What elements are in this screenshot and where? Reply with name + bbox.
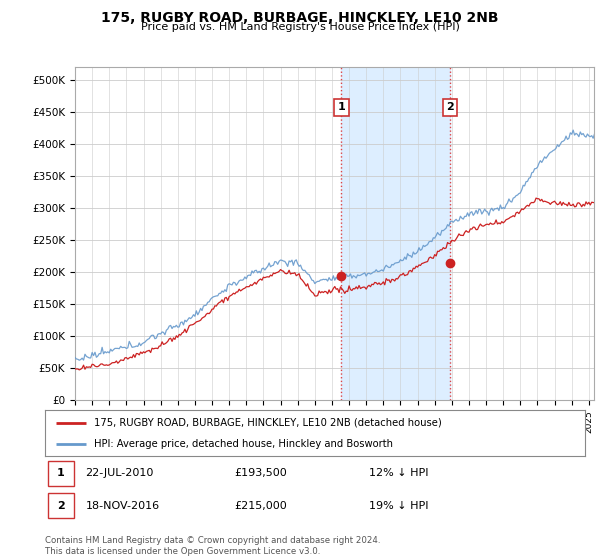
Text: 19% ↓ HPI: 19% ↓ HPI <box>369 501 428 511</box>
Text: 18-NOV-2016: 18-NOV-2016 <box>86 501 160 511</box>
Text: 2: 2 <box>446 102 454 112</box>
Text: £193,500: £193,500 <box>234 468 287 478</box>
Text: 1: 1 <box>57 468 65 478</box>
FancyBboxPatch shape <box>48 461 74 486</box>
Text: 2: 2 <box>57 501 65 511</box>
Text: Contains HM Land Registry data © Crown copyright and database right 2024.
This d: Contains HM Land Registry data © Crown c… <box>45 536 380 556</box>
Text: 12% ↓ HPI: 12% ↓ HPI <box>369 468 428 478</box>
Bar <box>341 67 450 400</box>
Text: HPI: Average price, detached house, Hinckley and Bosworth: HPI: Average price, detached house, Hinc… <box>94 439 392 449</box>
Text: £215,000: £215,000 <box>234 501 287 511</box>
Text: Price paid vs. HM Land Registry's House Price Index (HPI): Price paid vs. HM Land Registry's House … <box>140 22 460 32</box>
Text: 175, RUGBY ROAD, BURBAGE, HINCKLEY, LE10 2NB: 175, RUGBY ROAD, BURBAGE, HINCKLEY, LE10… <box>101 11 499 25</box>
Text: 1: 1 <box>337 102 345 112</box>
FancyBboxPatch shape <box>48 493 74 518</box>
Text: 175, RUGBY ROAD, BURBAGE, HINCKLEY, LE10 2NB (detached house): 175, RUGBY ROAD, BURBAGE, HINCKLEY, LE10… <box>94 418 442 428</box>
Text: 22-JUL-2010: 22-JUL-2010 <box>86 468 154 478</box>
